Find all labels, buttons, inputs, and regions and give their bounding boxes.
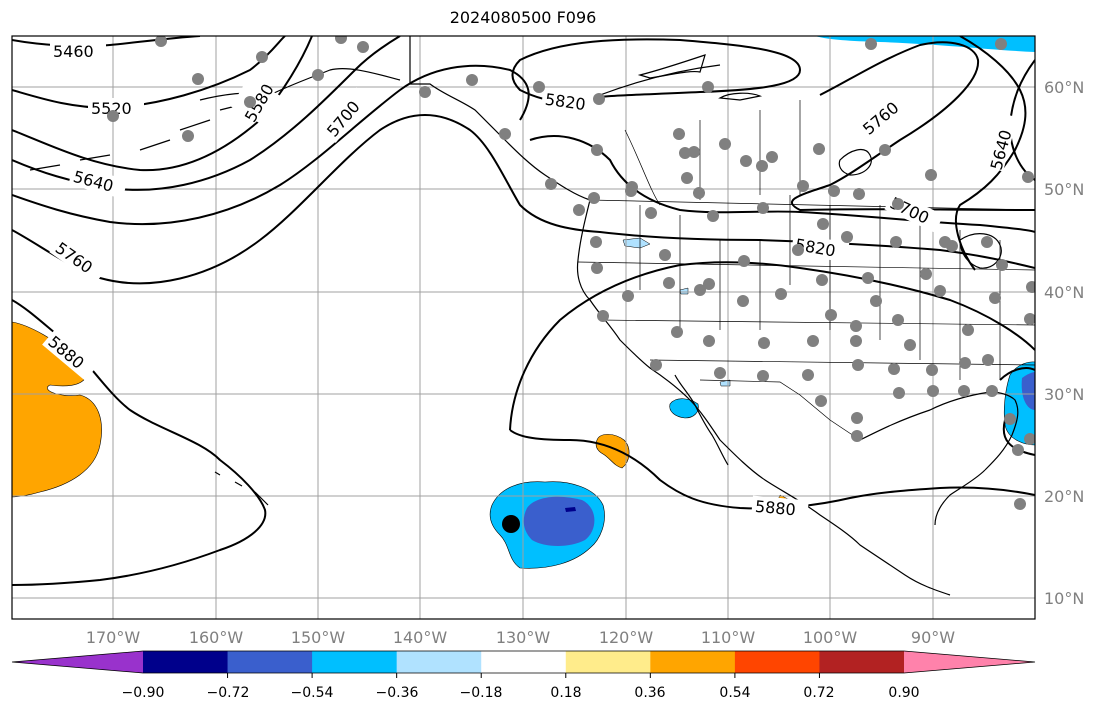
map-title: 2024080500 F096 xyxy=(449,8,597,27)
contour-label-5880-east: 5880 xyxy=(754,497,796,519)
lat-labels: 10°N 20°N 30°N 40°N 50°N 60°N xyxy=(1044,78,1084,608)
negative-anomaly-gulf-core xyxy=(1021,372,1035,410)
colorbar-label-9: 0.72 xyxy=(803,685,834,701)
lon-label-140w: 140°W xyxy=(393,628,448,647)
colorbar-segment xyxy=(565,651,651,673)
colorbar-segment xyxy=(650,651,736,673)
station-markers xyxy=(107,36,1035,510)
colorbar-label-5: −0.18 xyxy=(460,685,503,701)
positive-anomaly-small xyxy=(595,434,630,469)
colorbar-label-8: 0.54 xyxy=(719,685,750,701)
lat-label-20n: 20°N xyxy=(1044,487,1084,506)
colorbar-extend-max xyxy=(904,651,1035,673)
contour-label-5520: 5520 xyxy=(91,99,132,118)
colorbar-segment xyxy=(734,651,820,673)
lon-label-150w: 150°W xyxy=(291,628,346,647)
colorbar-label-7: 0.36 xyxy=(634,685,665,701)
lon-label-170w: 170°W xyxy=(86,628,141,647)
lon-label-110w: 110°W xyxy=(701,628,756,647)
colorbar-label-4: −0.36 xyxy=(376,685,419,701)
colorbar-segment xyxy=(819,651,905,673)
negative-anomaly-mid xyxy=(523,496,595,546)
contour-label-5460: 5460 xyxy=(53,42,94,61)
colorbar-extend-min xyxy=(12,651,143,673)
colorbar-label-2: −0.72 xyxy=(207,685,250,701)
map-frame xyxy=(11,35,1036,620)
colorbar xyxy=(11,650,1036,678)
colorbar-label-10: 0.90 xyxy=(888,685,919,701)
lat-label-30n: 30°N xyxy=(1044,385,1084,404)
lon-label-160w: 160°W xyxy=(189,628,244,647)
colorbar-label-3: −0.54 xyxy=(291,685,334,701)
lat-label-40n: 40°N xyxy=(1044,283,1084,302)
colorbar-labels: −0.90 −0.72 −0.54 −0.36 −0.18 0.18 0.36 … xyxy=(122,685,920,701)
lat-label-10n: 10°N xyxy=(1044,589,1084,608)
colorbar-segment xyxy=(143,651,229,673)
lon-label-100w: 100°W xyxy=(803,628,858,647)
colorbar-segment xyxy=(481,651,567,673)
lat-label-60n: 60°N xyxy=(1044,78,1084,97)
height-contours xyxy=(12,36,1035,586)
lon-label-90w: 90°W xyxy=(911,628,955,647)
colorbar-segment xyxy=(396,651,482,673)
borders xyxy=(577,100,1035,441)
storm-center-marker xyxy=(502,515,520,533)
colorbar-outline xyxy=(11,650,1036,674)
lon-label-130w: 130°W xyxy=(496,628,551,647)
colorbar-segment xyxy=(227,651,313,673)
lon-labels: 170°W 160°W 150°W 140°W 130°W 120°W 110°… xyxy=(86,628,955,647)
map-area: 5460 5520 5580 5700 5640 5760 5880 5820 … xyxy=(12,36,1035,619)
light-anomaly-utah xyxy=(622,237,651,249)
colorbar-segment xyxy=(312,651,398,673)
negative-anomaly-core xyxy=(565,507,576,512)
lon-label-120w: 120°W xyxy=(599,628,654,647)
colorbar-label-1: −0.90 xyxy=(122,685,165,701)
lat-label-50n: 50°N xyxy=(1044,180,1084,199)
negative-anomaly-baja xyxy=(669,398,699,419)
colorbar-label-6: 0.18 xyxy=(550,685,581,701)
